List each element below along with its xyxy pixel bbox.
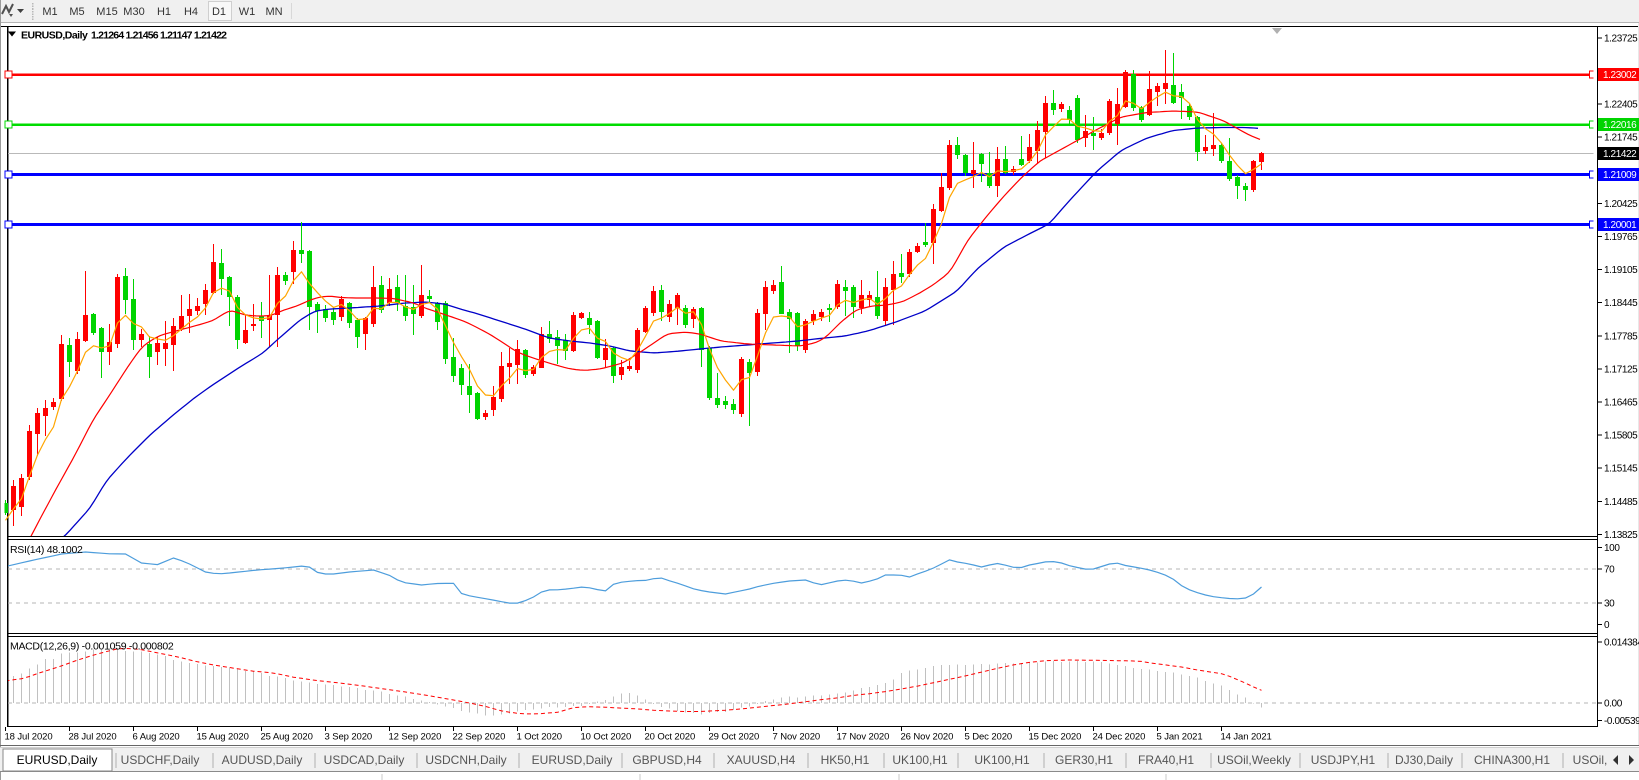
svg-text:USDJPY,H1: USDJPY,H1	[1311, 753, 1376, 767]
svg-text:H1: H1	[157, 6, 171, 18]
svg-text:EURUSD,Daily: EURUSD,Daily	[21, 30, 88, 42]
svg-text:USOil,: USOil,	[1573, 753, 1608, 767]
svg-text:W1: W1	[239, 6, 256, 18]
svg-text:M1: M1	[42, 6, 57, 18]
svg-text:M30: M30	[123, 6, 144, 18]
svg-text:RSI(14) 48.1002: RSI(14) 48.1002	[10, 544, 83, 556]
svg-text:6 Aug 2020: 6 Aug 2020	[133, 732, 180, 743]
svg-text:USDCHF,Daily: USDCHF,Daily	[121, 753, 200, 767]
svg-text:1.19765: 1.19765	[1604, 232, 1638, 243]
svg-text:-0.005396: -0.005396	[1604, 716, 1639, 727]
svg-text:0: 0	[1604, 620, 1610, 631]
svg-text:3 Sep 2020: 3 Sep 2020	[325, 732, 373, 743]
svg-text:1.21009: 1.21009	[1603, 170, 1637, 181]
svg-text:1 Oct 2020: 1 Oct 2020	[517, 732, 562, 743]
svg-text:FRA40,H1: FRA40,H1	[1138, 753, 1194, 767]
svg-text:D1: D1	[212, 6, 226, 18]
svg-text:M15: M15	[96, 6, 117, 18]
svg-text:15 Aug 2020: 15 Aug 2020	[197, 732, 249, 743]
svg-text:1.22016: 1.22016	[1603, 120, 1637, 131]
svg-text:1.13825: 1.13825	[1604, 530, 1638, 541]
svg-text:1.16465: 1.16465	[1604, 398, 1638, 409]
svg-text:USDCAD,Daily: USDCAD,Daily	[324, 753, 405, 767]
svg-text:1.17785: 1.17785	[1604, 331, 1638, 342]
svg-text:CHINA300,H1: CHINA300,H1	[1474, 753, 1550, 767]
svg-text:EURUSD,Daily: EURUSD,Daily	[532, 753, 613, 767]
svg-text:10 Oct 2020: 10 Oct 2020	[581, 732, 632, 743]
svg-text:5 Dec 2020: 5 Dec 2020	[965, 732, 1013, 743]
svg-text:HK50,H1: HK50,H1	[821, 753, 870, 767]
svg-text:29 Oct 2020: 29 Oct 2020	[709, 732, 760, 743]
svg-text:7 Nov 2020: 7 Nov 2020	[773, 732, 821, 743]
svg-text:1.20001: 1.20001	[1603, 220, 1637, 231]
svg-text:1.14485: 1.14485	[1604, 497, 1638, 508]
svg-text:EURUSD,Daily: EURUSD,Daily	[17, 753, 98, 767]
svg-text:18 Jul 2020: 18 Jul 2020	[5, 732, 53, 743]
svg-text:1.21745: 1.21745	[1604, 133, 1638, 144]
svg-text:GBPUSD,H4: GBPUSD,H4	[632, 753, 702, 767]
svg-text:1.23725: 1.23725	[1604, 33, 1638, 44]
svg-text:26 Nov 2020: 26 Nov 2020	[901, 732, 954, 743]
svg-text:1.15145: 1.15145	[1604, 464, 1638, 475]
svg-text:1.21422: 1.21422	[1603, 149, 1637, 160]
svg-text:GER30,H1: GER30,H1	[1055, 753, 1113, 767]
svg-text:1.23002: 1.23002	[1603, 70, 1637, 81]
svg-text:14 Jan 2021: 14 Jan 2021	[1221, 732, 1272, 743]
svg-text:1.15805: 1.15805	[1604, 431, 1638, 442]
svg-text:24 Dec 2020: 24 Dec 2020	[1093, 732, 1146, 743]
svg-text:AUDUSD,Daily: AUDUSD,Daily	[222, 753, 303, 767]
svg-text:M5: M5	[69, 6, 84, 18]
svg-text:70: 70	[1604, 565, 1615, 576]
svg-text:USOil,Weekly: USOil,Weekly	[1217, 753, 1291, 767]
svg-text:30: 30	[1604, 599, 1615, 610]
svg-text:22 Sep 2020: 22 Sep 2020	[453, 732, 506, 743]
svg-text:USDCNH,Daily: USDCNH,Daily	[425, 753, 506, 767]
svg-text:12 Sep 2020: 12 Sep 2020	[389, 732, 442, 743]
svg-text:1.18445: 1.18445	[1604, 298, 1638, 309]
svg-text:MACD(12,26,9) -0.001059 -0.000: MACD(12,26,9) -0.001059 -0.000802	[10, 641, 174, 653]
svg-text:UK100,H1: UK100,H1	[892, 753, 948, 767]
svg-text:5 Jan 2021: 5 Jan 2021	[1157, 732, 1203, 743]
svg-text:0.014384: 0.014384	[1604, 638, 1639, 649]
svg-text:UK100,H1: UK100,H1	[974, 753, 1030, 767]
svg-text:1.20425: 1.20425	[1604, 199, 1638, 210]
svg-text:0.00: 0.00	[1604, 699, 1623, 710]
svg-text:1.17125: 1.17125	[1604, 364, 1638, 375]
svg-text:1.21264 1.21456 1.21147 1.2142: 1.21264 1.21456 1.21147 1.21422	[91, 30, 227, 42]
svg-text:28 Jul 2020: 28 Jul 2020	[69, 732, 117, 743]
svg-text:1.19105: 1.19105	[1604, 265, 1638, 276]
svg-text:DJ30,Daily: DJ30,Daily	[1395, 753, 1453, 767]
svg-text:25 Aug 2020: 25 Aug 2020	[261, 732, 313, 743]
svg-text:XAUUSD,H4: XAUUSD,H4	[727, 753, 796, 767]
svg-text:1.22405: 1.22405	[1604, 100, 1638, 111]
svg-text:17 Nov 2020: 17 Nov 2020	[837, 732, 890, 743]
svg-text:MN: MN	[265, 6, 282, 18]
svg-text:H4: H4	[184, 6, 198, 18]
svg-text:15 Dec 2020: 15 Dec 2020	[1029, 732, 1082, 743]
svg-text:20 Oct 2020: 20 Oct 2020	[645, 732, 696, 743]
svg-text:100: 100	[1604, 543, 1620, 554]
